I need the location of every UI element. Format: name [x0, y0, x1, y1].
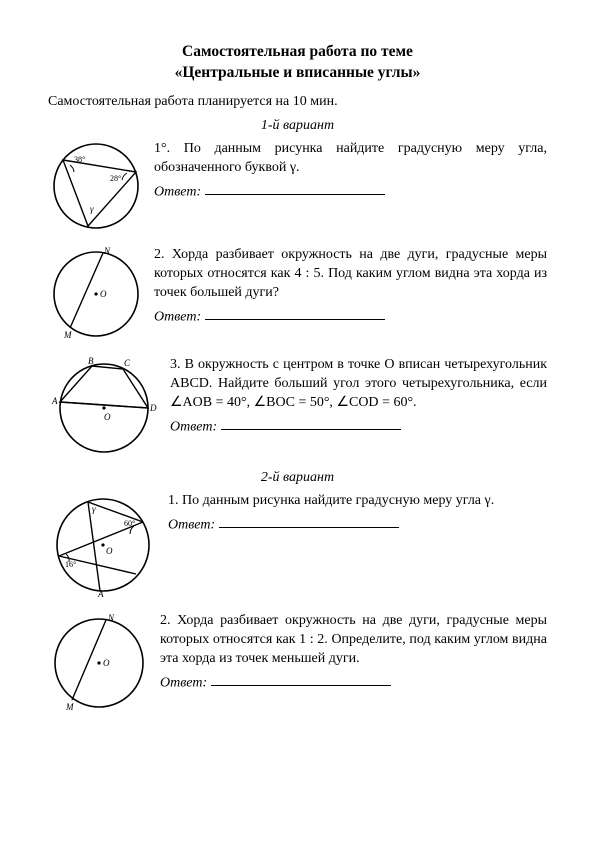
problem-text: 1°. По данным рисунка найдите градусную …: [154, 140, 547, 202]
variant-1-heading: 1-й вариант: [48, 118, 547, 134]
svg-text:38°: 38°: [74, 155, 85, 164]
svg-text:O: O: [104, 412, 111, 422]
svg-text:N: N: [107, 613, 115, 623]
answer-blank[interactable]: [205, 182, 385, 196]
circle-icon: γ 16° 60° O A: [48, 492, 158, 598]
answer-line: Ответ:: [168, 515, 494, 535]
svg-text:60°: 60°: [124, 519, 135, 528]
answer-line: Ответ:: [170, 417, 547, 437]
problem-v2-1: γ 16° 60° O A 1. По данным рисунка найди…: [48, 492, 547, 598]
svg-text:C: C: [124, 358, 131, 368]
worksheet-page: Самостоятельная работа по теме «Централь…: [0, 0, 595, 842]
answer-line: Ответ:: [154, 307, 547, 327]
answer-blank[interactable]: [221, 417, 401, 431]
svg-text:16°: 16°: [65, 560, 76, 569]
figure-v2-2: N M O: [48, 612, 150, 714]
svg-text:28°: 28°: [110, 174, 121, 183]
problem-text: 2. Хорда разбивает окружность на две дуг…: [154, 246, 547, 327]
svg-text:O: O: [100, 289, 107, 299]
svg-text:M: M: [65, 702, 74, 712]
problem-text: 1. По данным рисунка найдите градусную м…: [168, 492, 494, 535]
title: Самостоятельная работа по теме «Централь…: [48, 42, 547, 84]
answer-blank[interactable]: [205, 307, 385, 321]
svg-text:O: O: [106, 546, 113, 556]
title-line-1: Самостоятельная работа по теме: [182, 43, 413, 60]
svg-text:D: D: [149, 403, 157, 413]
intro-text: Самостоятельная работа планируется на 10…: [48, 94, 547, 110]
problem-text: 2. Хорда разбивает окружность на две дуг…: [160, 612, 547, 693]
variant-2-heading: 2-й вариант: [48, 470, 547, 486]
problem-v1-3: A B C D O 3. В окружность с центром в то…: [48, 356, 547, 456]
svg-text:A: A: [97, 589, 104, 598]
svg-text:N: N: [103, 246, 111, 256]
circle-icon: A B C D O: [48, 356, 160, 456]
answer-blank[interactable]: [211, 673, 391, 687]
problem-v1-2: N M O 2. Хорда разбивает окружность на д…: [48, 246, 547, 342]
title-line-2: «Центральные и вписанные углы»: [175, 64, 421, 81]
circle-icon: 38° 28° γ: [48, 140, 144, 232]
answer-line: Ответ:: [160, 673, 547, 693]
problem-v2-2: N M O 2. Хорда разбивает окружность на д…: [48, 612, 547, 714]
problem-v1-1: 38° 28° γ 1°. По данным рисунка найдите …: [48, 140, 547, 232]
svg-text:γ: γ: [90, 204, 94, 214]
circle-icon: N M O: [48, 612, 150, 714]
circle-icon: N M O: [48, 246, 144, 342]
svg-text:B: B: [88, 356, 94, 366]
answer-blank[interactable]: [219, 515, 399, 529]
problem-text: 3. В окружность с центром в точке O впис…: [170, 356, 547, 437]
figure-v1-1: 38° 28° γ: [48, 140, 144, 232]
svg-text:A: A: [51, 396, 58, 406]
svg-text:O: O: [103, 658, 110, 668]
svg-text:M: M: [63, 330, 72, 340]
answer-line: Ответ:: [154, 182, 547, 202]
figure-v1-2: N M O: [48, 246, 144, 342]
figure-v2-1: γ 16° 60° O A: [48, 492, 158, 598]
svg-text:γ: γ: [92, 504, 96, 514]
figure-v1-3: A B C D O: [48, 356, 160, 456]
